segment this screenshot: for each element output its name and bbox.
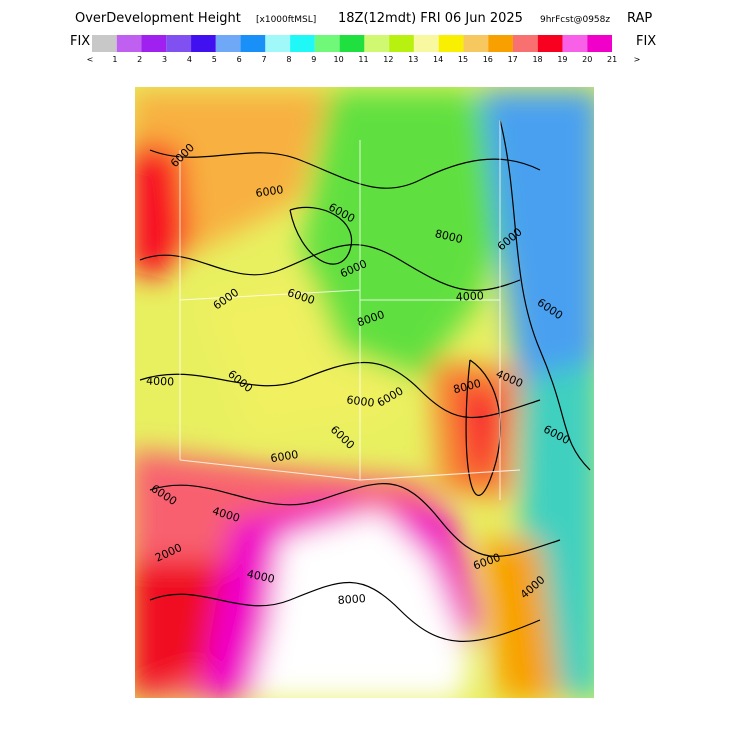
contour-label: 6000 [270, 448, 300, 465]
title-part: 9hrFcst@0958z [540, 15, 610, 25]
colorbar-swatch [413, 35, 439, 52]
colorbar-label: 9 [311, 55, 316, 64]
contour-label: 4000 [246, 567, 276, 586]
contour-label: 4000 [455, 289, 484, 303]
contour-label: 8000 [337, 592, 366, 607]
colorbar: FIX FIX< 1 2 3 4 5 6 7 8 9 10 11 12 13 14 15 16 17 18 19 20 21… [70, 34, 656, 64]
colorbar-swatch [364, 35, 390, 52]
colorbar-swatch [265, 35, 291, 52]
title-part: 18Z(12mdt) FRI 06 Jun 2025 [338, 11, 523, 26]
colorbar-label: 6 [237, 55, 242, 64]
colorbar-swatch [562, 35, 588, 52]
colorbar-swatch [438, 35, 464, 52]
colorbar-label: 2 [137, 55, 142, 64]
colorbar-label: 21 [607, 55, 617, 64]
colorbar-swatch [116, 35, 142, 52]
contour-label: 4000 [146, 375, 174, 389]
colorbar-label: 7 [261, 55, 266, 64]
colorbar-label: 18 [532, 55, 542, 64]
colorbar-label: 20 [582, 55, 592, 64]
colorbar-swatch [537, 35, 563, 52]
colorbar-swatch [141, 35, 167, 52]
shading [135, 90, 594, 698]
colorbar-swatch [290, 35, 315, 52]
colorbar-swatch [240, 35, 266, 52]
colorbar-label: 13 [408, 55, 418, 64]
colorbar-swatch [92, 35, 117, 52]
colorbar-label: 4 [187, 55, 192, 64]
colorbar-swatch [339, 35, 365, 52]
colorbar-label: 8 [286, 55, 291, 64]
contour-label: 6000 [255, 183, 285, 200]
colorbar-label: 15 [458, 55, 468, 64]
colorbar-swatch [512, 35, 538, 52]
contours [139, 119, 591, 642]
colorbar-label: 1 [112, 55, 117, 64]
colorbar-label: < [87, 55, 94, 64]
colorbar-label: 14 [433, 55, 443, 64]
colorbar-swatch [389, 35, 414, 52]
title-part: OverDevelopment Height [75, 11, 241, 26]
colorbar-label: 11 [358, 55, 368, 64]
colorbar-label: > [634, 55, 641, 64]
colorbar-label: 17 [508, 55, 518, 64]
title-part: RAP [627, 11, 652, 26]
colorbar-label: 12 [383, 55, 393, 64]
colorbar-swatch [191, 35, 216, 52]
colorbar-label: 19 [557, 55, 567, 64]
colorbar-label: 5 [212, 55, 217, 64]
colorbar-label: 10 [334, 55, 344, 64]
colorbar-swatch [215, 35, 241, 52]
colorbar-label: 3 [162, 55, 167, 64]
borders [179, 120, 521, 500]
colorbar-swatch [488, 35, 513, 52]
colorbar-swatch [463, 35, 489, 52]
colorbar-label: 16 [483, 55, 493, 64]
colorbar-left-label: FIX [70, 34, 90, 49]
colorbar-swatch [587, 35, 612, 52]
title: OverDevelopment Height [x1000ftMSL] 18Z(12… [75, 11, 652, 26]
colorbar-right-label: FIX [636, 34, 656, 49]
colorbar-swatch [166, 35, 192, 52]
contour-label: 8000 [434, 227, 464, 246]
colorbar-swatch [314, 35, 340, 52]
contour-label: 6000 [346, 393, 375, 409]
title-part: [x1000ftMSL] [256, 15, 316, 25]
